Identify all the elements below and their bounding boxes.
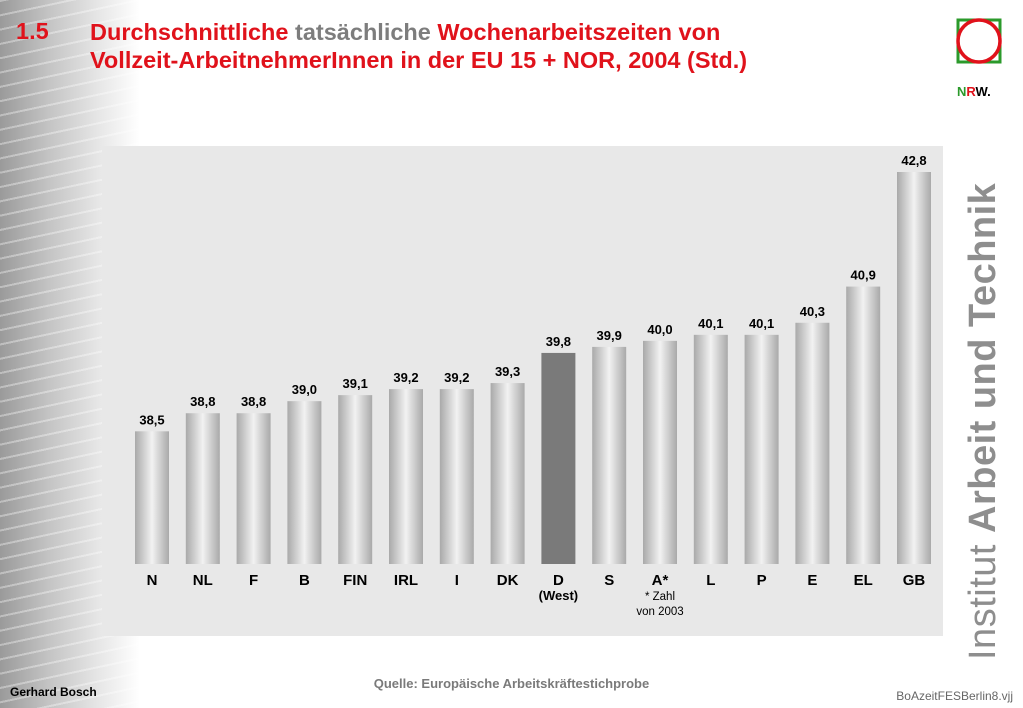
bar-i: [439, 389, 474, 564]
bar-nl: [185, 413, 220, 564]
nrw-logo-text: NRW.: [957, 84, 991, 99]
institute-brand: Institut Arbeit und Technik: [962, 182, 1004, 660]
value-label: 40,1: [749, 316, 774, 331]
category-label: D: [553, 572, 564, 589]
value-label: 38,5: [139, 412, 164, 427]
category-note: (West): [539, 588, 578, 603]
value-label: 39,1: [343, 376, 368, 391]
value-label: 40,1: [698, 316, 723, 331]
value-label: 40,0: [647, 322, 672, 337]
nrw-logo: [956, 18, 1002, 64]
value-label: 38,8: [190, 394, 215, 409]
bar-f: [236, 413, 271, 564]
category-label: I: [455, 572, 459, 589]
slide-number: 1.5: [16, 18, 49, 44]
value-label: 39,0: [292, 382, 317, 397]
value-label: 40,3: [800, 304, 825, 319]
bar-fin: [338, 395, 373, 564]
bar-el: [846, 286, 881, 564]
category-label: IRL: [394, 572, 418, 589]
bar-d: [541, 352, 576, 564]
category-label: B: [299, 572, 310, 589]
chart-panel: 38,5 N 38,8 NL 38,8 F 39,0 B 39,1 FIN 39,2 IRL 39,2 I…: [102, 146, 943, 636]
slide-title: Durchschnittliche tatsächliche Wochenarb…: [90, 18, 747, 74]
bar-p: [744, 334, 779, 564]
value-label: 42,8: [901, 153, 926, 168]
bar-irl: [389, 389, 423, 564]
value-label: 39,2: [444, 370, 469, 385]
bar-l: [693, 334, 728, 564]
title-part-3: Wochenarbeitszeiten von: [437, 19, 721, 45]
bar-dk: [490, 383, 525, 564]
category-note: * Zahl: [645, 591, 675, 603]
value-label: 39,8: [546, 334, 571, 349]
category-label: N: [147, 572, 158, 589]
bar-s: [592, 346, 627, 564]
author-name: Gerhard Bosch: [10, 685, 97, 699]
value-label: 39,2: [393, 370, 418, 385]
bar-e: [795, 322, 830, 564]
category-label: S: [604, 572, 614, 589]
value-label: 39,9: [597, 328, 622, 343]
value-label: 38,8: [241, 394, 266, 409]
file-name: BoAzeitFESBerlin8.vjj: [896, 689, 1013, 703]
category-label: GB: [903, 572, 926, 589]
category-label: DK: [497, 572, 519, 589]
title-part-2: tatsächliche: [295, 19, 431, 45]
category-label: NL: [193, 572, 213, 589]
value-label: 40,9: [851, 268, 876, 283]
category-label: F: [249, 572, 258, 589]
bar-a-star: [643, 340, 677, 564]
category-label: L: [706, 572, 715, 589]
category-label: EL: [854, 572, 873, 589]
category-label: E: [807, 572, 817, 589]
bar-gb: [897, 172, 931, 564]
title-line-2: Vollzeit-ArbeitnehmerInnen in der EU 15 …: [90, 47, 748, 73]
title-part-1: Durchschnittliche: [90, 19, 289, 45]
bar-chart: 38,5 N 38,8 NL 38,8 F 39,0 B 39,1 FIN 39,2 IRL 39,2 I…: [135, 153, 931, 618]
bar-n: [135, 431, 169, 564]
category-label: A*: [652, 572, 669, 589]
category-label: P: [757, 572, 767, 589]
source-note: Quelle: Europäische Arbeitskräftestichpr…: [373, 676, 650, 691]
category-label: FIN: [343, 572, 367, 589]
bar-b: [287, 401, 322, 564]
category-note: von 2003: [636, 606, 683, 618]
value-label: 39,3: [495, 364, 520, 379]
